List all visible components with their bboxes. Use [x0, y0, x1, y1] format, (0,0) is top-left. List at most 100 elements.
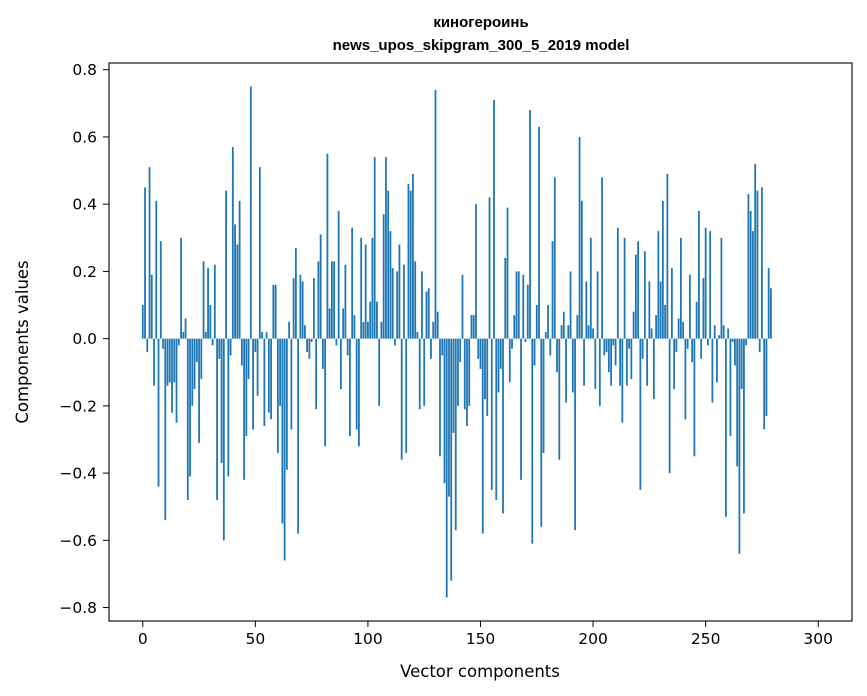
bar-11 — [166, 338, 169, 386]
x-axis-label: Vector components — [400, 662, 560, 681]
bar-118 — [407, 184, 410, 339]
bar-181 — [549, 338, 552, 356]
bar-113 — [396, 271, 399, 339]
bar-137 — [450, 338, 453, 581]
bar-168 — [520, 338, 522, 480]
bar-64 — [285, 338, 288, 470]
chart-subtitle: news_upos_skipgram_300_5_2019 model — [333, 37, 630, 54]
bar-77 — [315, 338, 318, 410]
bar-262 — [731, 338, 734, 342]
bar-50 — [254, 338, 257, 353]
y-tick-label: −0.2 — [59, 397, 97, 415]
bar-148 — [475, 204, 477, 339]
bar-43 — [238, 200, 241, 339]
bar-146 — [470, 315, 473, 339]
bar-103 — [373, 157, 376, 339]
y-tick-label: 0.2 — [72, 263, 97, 281]
bar-236 — [673, 338, 676, 390]
bar-45 — [243, 338, 245, 480]
x-tick-label: 0 — [138, 630, 148, 648]
bar-173 — [531, 338, 534, 544]
bar-150 — [479, 338, 482, 369]
bar-217 — [630, 338, 633, 379]
bar-16 — [177, 338, 180, 346]
bar-48 — [249, 86, 252, 339]
bar-269 — [747, 194, 750, 339]
bar-31 — [211, 338, 214, 346]
bar-3 — [148, 167, 151, 339]
bar-87 — [337, 210, 340, 339]
bar-219 — [634, 254, 637, 339]
bar-210 — [614, 338, 617, 366]
bar-204 — [601, 177, 603, 339]
x-tick-label: 150 — [466, 630, 496, 648]
bar-259 — [725, 338, 727, 517]
bar-218 — [632, 311, 635, 339]
bar-120 — [412, 173, 414, 339]
bar-223 — [643, 251, 646, 339]
bar-147 — [472, 315, 475, 339]
bar-226 — [650, 328, 653, 339]
bar-109 — [387, 190, 390, 339]
bar-23 — [193, 338, 196, 390]
bar-4 — [150, 274, 153, 339]
bar-141 — [459, 338, 462, 363]
bar-84 — [331, 261, 333, 339]
x-tick-label: 300 — [803, 630, 833, 648]
bar-183 — [553, 177, 556, 339]
bar-29 — [207, 268, 209, 339]
bar-160 — [502, 338, 504, 514]
bar-178 — [542, 338, 545, 453]
bar-206 — [605, 338, 608, 353]
bar-258 — [722, 325, 725, 339]
bar-92 — [349, 338, 351, 437]
bar-212 — [619, 338, 621, 386]
bar-166 — [515, 271, 518, 339]
bar-190 — [569, 271, 572, 339]
bar-273 — [756, 190, 759, 339]
bar-174 — [533, 338, 536, 366]
bar-172 — [529, 110, 531, 339]
bar-167 — [517, 271, 520, 339]
bar-248 — [700, 338, 703, 359]
x-tick-label: 50 — [245, 630, 265, 648]
bar-138 — [452, 338, 455, 433]
bar-73 — [306, 338, 309, 353]
bar-221 — [639, 338, 642, 490]
bar-38 — [227, 338, 230, 477]
bar-33 — [216, 338, 218, 500]
bar-135 — [445, 338, 448, 598]
y-tick-label: 0.0 — [72, 330, 97, 348]
bar-80 — [321, 338, 324, 369]
bar-176 — [538, 126, 540, 339]
bar-20 — [186, 338, 189, 500]
bar-35 — [220, 338, 223, 464]
x-tick-label: 200 — [578, 630, 608, 648]
bar-187 — [562, 311, 565, 339]
bar-104 — [376, 301, 378, 339]
bar-203 — [598, 338, 601, 406]
bar-2 — [146, 338, 149, 353]
bar-65 — [288, 321, 291, 339]
bar-275 — [761, 187, 763, 339]
bar-36 — [222, 338, 225, 541]
bar-161 — [504, 257, 507, 339]
bar-215 — [625, 338, 628, 386]
bar-28 — [204, 331, 207, 339]
bar-88 — [340, 338, 342, 390]
bar-52 — [258, 167, 261, 339]
y-axis-label: Components values — [13, 260, 32, 423]
bar-32 — [213, 264, 216, 339]
bar-229 — [657, 231, 660, 339]
bar-63 — [283, 338, 286, 561]
bar-151 — [481, 338, 484, 534]
bar-21 — [189, 338, 191, 477]
bar-18 — [182, 331, 185, 339]
bar-216 — [628, 338, 630, 349]
bar-62 — [281, 338, 284, 524]
bar-180 — [547, 305, 549, 339]
bar-270 — [749, 210, 752, 339]
bar-108 — [385, 157, 387, 339]
bar-242 — [686, 338, 689, 349]
